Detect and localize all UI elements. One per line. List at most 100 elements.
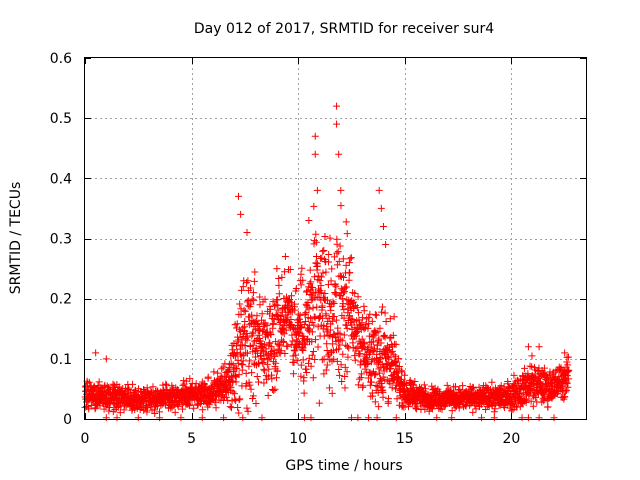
chart-title: Day 012 of 2017, SRMTID for receiver sur…: [194, 21, 494, 37]
data-point: [297, 372, 305, 380]
data-point: [235, 409, 243, 417]
data-point: [335, 345, 343, 353]
data-point: [342, 283, 350, 291]
data-point: [289, 370, 297, 378]
data-point: [307, 414, 315, 422]
data-point: [273, 367, 281, 375]
data-point: [116, 409, 124, 417]
data-point: [275, 274, 283, 282]
data-point: [308, 328, 316, 336]
data-point: [333, 102, 341, 110]
data-point: [247, 284, 255, 292]
data-point: [268, 375, 276, 383]
data-point: [529, 402, 537, 410]
data-point: [374, 328, 382, 336]
data-point: [490, 414, 498, 422]
data-point: [351, 352, 359, 360]
data-point: [375, 335, 383, 343]
data-point: [526, 362, 534, 370]
data-point: [310, 321, 318, 329]
data-point: [276, 342, 284, 350]
data-point: [265, 365, 273, 373]
data-point: [321, 233, 329, 241]
data-point: [322, 366, 330, 374]
data-point: [320, 247, 328, 255]
data-point: [335, 150, 343, 158]
data-point: [153, 387, 161, 395]
data-point: [375, 186, 383, 194]
data-point: [373, 414, 381, 422]
data-point: [352, 329, 360, 337]
data-point: [295, 331, 303, 339]
data-point: [294, 310, 302, 318]
data-point: [320, 370, 328, 378]
data-point: [557, 364, 565, 372]
data-point: [351, 356, 359, 364]
data-point: [227, 404, 235, 412]
data-point: [527, 397, 535, 405]
data-point: [338, 295, 346, 303]
data-point: [331, 289, 339, 297]
data-point: [260, 367, 268, 375]
data-point: [292, 351, 300, 359]
data-point: [300, 389, 308, 397]
data-point: [336, 242, 344, 250]
data-point: [247, 300, 255, 308]
data-point: [329, 298, 337, 306]
data-point: [311, 150, 319, 158]
data-point: [355, 375, 363, 383]
data-point: [371, 371, 379, 379]
data-point: [303, 301, 311, 309]
data-point: [238, 286, 246, 294]
data-point: [411, 378, 419, 386]
data-point: [333, 357, 341, 365]
data-point: [354, 381, 362, 389]
data-point: [253, 312, 261, 320]
data-points-layer: [81, 102, 573, 422]
data-point: [129, 380, 137, 388]
data-point: [282, 326, 290, 334]
data-point: [301, 320, 309, 328]
data-point: [85, 378, 93, 386]
data-point: [332, 283, 340, 291]
data-point: [490, 408, 498, 416]
data-point: [365, 332, 373, 340]
data-point: [271, 352, 279, 360]
data-point: [288, 292, 296, 300]
data-point: [374, 359, 382, 367]
data-point: [113, 414, 121, 422]
data-point: [478, 414, 486, 422]
data-point: [242, 369, 250, 377]
data-point: [253, 373, 261, 381]
data-point: [565, 375, 573, 383]
data-point: [319, 314, 327, 322]
data-point: [303, 287, 311, 295]
data-point: [102, 355, 110, 363]
data-point: [171, 408, 179, 416]
data-point: [356, 350, 364, 358]
data-point: [274, 345, 282, 353]
data-point: [237, 305, 245, 313]
data-point: [251, 353, 259, 361]
data-point: [316, 277, 324, 285]
data-point: [443, 381, 451, 389]
data-point: [518, 414, 526, 422]
data-point: [226, 403, 234, 411]
data-point: [462, 402, 470, 410]
data-point: [364, 324, 372, 332]
data-point: [346, 312, 354, 320]
data-point: [309, 304, 317, 312]
data-point: [281, 268, 289, 276]
data-point: [260, 379, 268, 387]
data-point: [445, 385, 453, 393]
data-point: [243, 404, 251, 412]
x-tick-label: 15: [396, 431, 414, 447]
data-point: [248, 369, 256, 377]
data-point: [360, 307, 368, 315]
data-point: [151, 410, 159, 418]
data-point: [469, 408, 477, 416]
data-point: [256, 301, 264, 309]
y-axis-label: SRMTID / TECUs: [8, 182, 24, 295]
data-point: [360, 340, 368, 348]
data-point: [319, 269, 327, 277]
